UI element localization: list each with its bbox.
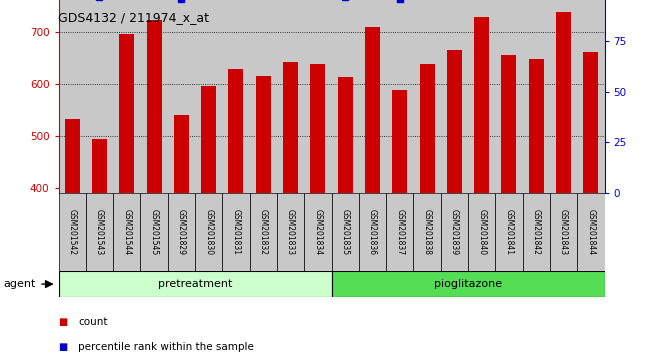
- Text: GSM201545: GSM201545: [150, 209, 159, 255]
- Bar: [528, 59, 544, 354]
- Bar: [86, 193, 113, 271]
- Bar: [583, 51, 599, 354]
- Bar: [113, 193, 140, 271]
- Bar: [201, 86, 216, 354]
- Bar: [337, 77, 353, 354]
- Text: GSM201832: GSM201832: [259, 209, 268, 255]
- Bar: [140, 193, 168, 271]
- Bar: [222, 193, 250, 271]
- Text: GSM201544: GSM201544: [122, 209, 131, 255]
- Bar: [447, 51, 462, 354]
- Bar: [413, 193, 441, 271]
- Bar: [386, 193, 413, 271]
- Text: ■: ■: [58, 317, 68, 327]
- Bar: [577, 193, 605, 271]
- Bar: [58, 271, 332, 297]
- Text: GSM201844: GSM201844: [586, 209, 595, 255]
- Text: count: count: [78, 317, 107, 327]
- Text: GSM201834: GSM201834: [313, 209, 322, 255]
- Bar: [474, 17, 489, 354]
- Bar: [441, 193, 468, 271]
- Text: GSM201837: GSM201837: [395, 209, 404, 255]
- Text: GSM201835: GSM201835: [341, 209, 350, 255]
- Bar: [174, 115, 189, 354]
- Bar: [365, 27, 380, 354]
- Text: pioglitazone: pioglitazone: [434, 279, 502, 289]
- Bar: [310, 64, 326, 354]
- Bar: [92, 138, 107, 354]
- Bar: [556, 12, 571, 354]
- Text: GSM201839: GSM201839: [450, 209, 459, 255]
- Bar: [58, 193, 86, 271]
- Bar: [277, 193, 304, 271]
- Text: agent: agent: [3, 279, 36, 289]
- Bar: [468, 193, 495, 271]
- Bar: [359, 193, 386, 271]
- Text: GSM201843: GSM201843: [559, 209, 568, 255]
- Bar: [228, 69, 244, 354]
- Bar: [550, 193, 577, 271]
- Text: GSM201830: GSM201830: [204, 209, 213, 255]
- Bar: [119, 34, 135, 354]
- Bar: [255, 76, 271, 354]
- Bar: [419, 64, 435, 354]
- Bar: [146, 20, 162, 354]
- Bar: [168, 193, 195, 271]
- Bar: [304, 193, 332, 271]
- Bar: [283, 62, 298, 354]
- Text: GSM201842: GSM201842: [532, 209, 541, 255]
- Text: GSM201840: GSM201840: [477, 209, 486, 255]
- Bar: [332, 193, 359, 271]
- Text: GSM201542: GSM201542: [68, 209, 77, 255]
- Text: GDS4132 / 211974_x_at: GDS4132 / 211974_x_at: [58, 11, 209, 24]
- Text: percentile rank within the sample: percentile rank within the sample: [78, 342, 254, 352]
- Text: ■: ■: [58, 342, 68, 352]
- Bar: [64, 119, 80, 354]
- Bar: [195, 193, 222, 271]
- Bar: [332, 271, 604, 297]
- Bar: [392, 90, 408, 354]
- Text: GSM201833: GSM201833: [286, 209, 295, 255]
- Text: pretreatment: pretreatment: [158, 279, 232, 289]
- Text: GSM201841: GSM201841: [504, 209, 514, 255]
- Bar: [495, 193, 523, 271]
- Text: GSM201829: GSM201829: [177, 209, 186, 255]
- Bar: [501, 55, 517, 354]
- Text: GSM201543: GSM201543: [95, 209, 104, 255]
- Bar: [523, 193, 550, 271]
- Bar: [250, 193, 277, 271]
- Text: GSM201838: GSM201838: [422, 209, 432, 255]
- Text: GSM201831: GSM201831: [231, 209, 240, 255]
- Text: GSM201836: GSM201836: [368, 209, 377, 255]
